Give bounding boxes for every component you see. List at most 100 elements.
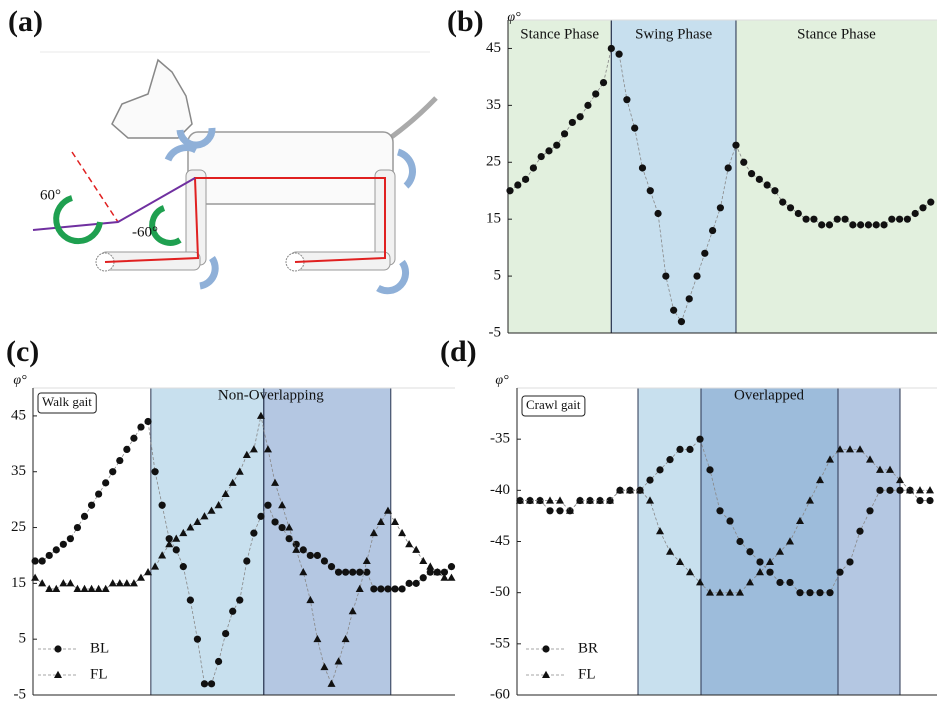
angle-label: 60° [40,187,61,203]
marker [38,579,47,587]
marker [80,584,89,592]
marker [116,456,124,465]
marker [52,584,61,592]
marker [522,175,530,183]
marker [221,489,230,498]
region-title: Non-Overlapping [218,387,324,403]
marker [31,557,39,565]
marker [676,445,684,453]
marker [716,588,724,596]
marker [906,486,914,494]
marker [666,547,674,555]
marker [746,578,754,586]
marker [433,568,442,576]
annotation: Walk gait [42,394,92,409]
y-tick-label: 15 [486,211,501,227]
y-tick-label: 35 [486,97,501,113]
marker [54,645,62,653]
marker [529,164,538,172]
marker [677,318,686,326]
marker [846,445,854,453]
y-tick-label: 45 [486,40,501,56]
marker [214,657,223,666]
marker [802,215,810,223]
marker [179,528,188,537]
reference-line [71,151,119,223]
marker [536,496,544,504]
marker [327,679,336,687]
marker [542,670,550,678]
marker [676,557,684,565]
annotation: Crawl gait [526,397,581,412]
kinematic-line [104,177,386,263]
marker [825,221,834,229]
marker [833,215,841,223]
marker [796,589,804,597]
marker [816,589,824,597]
marker [95,490,103,498]
marker [236,596,244,604]
marker [158,501,166,509]
marker [207,680,216,688]
marker [656,527,664,535]
marker [419,574,427,582]
marker [383,506,392,514]
marker [615,50,623,58]
marker [836,445,844,453]
panel-label: (c) [6,335,39,368]
marker [179,563,187,571]
marker [646,187,654,195]
marker [709,226,717,235]
marker [693,272,701,280]
marker [165,535,173,543]
marker [903,215,911,223]
marker [927,198,935,206]
marker [556,496,564,504]
marker [576,496,584,504]
marker [341,634,350,643]
marker [200,680,209,688]
marker [348,607,357,615]
marker [755,175,763,183]
marker [857,221,865,229]
marker [108,579,117,587]
marker [576,113,584,121]
y-tick-label: -5 [14,686,27,702]
marker [377,585,385,593]
marker [87,501,96,509]
marker [736,588,744,596]
marker [363,568,371,576]
region-label: Stance Phase [520,26,599,42]
y-tick-label: -35 [490,431,510,447]
marker [656,466,664,474]
legend-label: BR [578,640,598,656]
marker [763,181,771,189]
marker [666,456,674,464]
marker [370,585,378,593]
marker [292,540,300,548]
marker [193,517,202,525]
y-tick-label: 5 [494,268,502,284]
marker [228,478,237,486]
marker [779,198,787,206]
marker [391,585,399,593]
marker [447,573,456,581]
marker [243,557,251,565]
marker [796,516,804,525]
y-tick-label: 25 [11,519,26,535]
phase-region [638,388,701,695]
marker [342,568,350,576]
marker [172,546,180,554]
marker [172,534,181,542]
marker [514,181,522,189]
panel-label: (d) [440,335,477,368]
marker [299,546,307,554]
marker [186,596,194,604]
phase-region [611,20,736,333]
marker [526,496,534,504]
marker [123,445,131,453]
joint-arrow [396,148,416,189]
marker [584,101,592,109]
marker [130,434,138,442]
marker [73,523,82,532]
